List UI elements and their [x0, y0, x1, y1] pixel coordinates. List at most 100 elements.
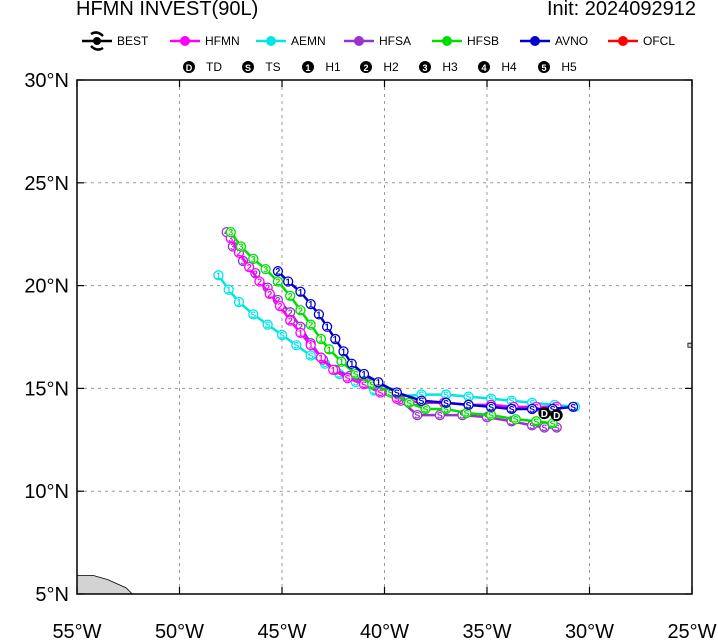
track-point — [248, 309, 259, 320]
x-tick-label: 35°W — [462, 621, 511, 641]
track-point-label: S — [541, 423, 547, 433]
intensity-label: H5 — [561, 60, 577, 74]
track-point-label: S — [488, 411, 494, 421]
track-point — [244, 261, 255, 273]
track-point-label: S — [418, 390, 424, 400]
track-point-label: S — [509, 404, 515, 414]
track-point-label: S — [361, 380, 367, 390]
track-point-label: S — [394, 394, 400, 404]
legend-item-ofcl: OFCL — [608, 34, 675, 48]
y-tick-label: 30°N — [24, 70, 69, 92]
x-tick-label: 45°W — [257, 621, 306, 641]
track-point — [391, 387, 402, 398]
track-point — [338, 346, 349, 357]
legend-label: HFSB — [467, 34, 499, 48]
y-tick-label: 25°N — [24, 173, 69, 195]
track-point-label: 2 — [308, 320, 313, 330]
legend-marker — [442, 36, 452, 46]
intensity-label: H3 — [442, 60, 458, 74]
legend-intensity-h1: 1 H1 — [302, 60, 341, 74]
track-point-label: 1 — [298, 287, 303, 297]
axes: 55°W 50°W 45°W 40°W 35°W 30°W 25°W 5°N 10°N 15°N 2… — [24, 70, 716, 641]
intensity-symbol-label: 2 — [363, 63, 368, 73]
track-point — [295, 286, 306, 297]
hurricane-icon — [90, 31, 104, 51]
track-point-label: S — [437, 411, 443, 421]
track-point-label: S — [353, 378, 359, 388]
legend-item-hfmn: HFMN — [170, 34, 240, 48]
track-point-label: 1 — [327, 345, 332, 355]
track-line-hfmn — [229, 237, 557, 409]
track-point-label: 1 — [325, 322, 330, 332]
legend-label: AVNO — [555, 34, 588, 48]
track-point-label: 2 — [275, 295, 280, 305]
intensity-symbol-label: 1 — [305, 63, 310, 73]
track-point-label: S — [265, 320, 271, 330]
track-point — [434, 409, 446, 421]
track-point — [567, 401, 579, 413]
track-point — [285, 290, 296, 302]
track-point — [225, 226, 236, 238]
track-point — [295, 327, 306, 339]
legend-item-aemn: AEMN — [256, 34, 326, 48]
track-hfmn: SSSSSSSSSSS11112222223 — [225, 233, 562, 412]
track-point-label: 1 — [341, 347, 346, 357]
legend-label: OFCL — [643, 34, 675, 48]
track-point — [358, 368, 370, 380]
track-point — [346, 358, 357, 369]
track-point-label: S — [418, 396, 424, 406]
track-point-label: S — [279, 330, 285, 340]
intensity-symbol — [538, 61, 550, 73]
track-point-label: 2 — [257, 277, 262, 287]
track-point — [254, 276, 265, 287]
y-tick-label: 5°N — [35, 584, 69, 606]
track-point-label: S — [463, 409, 469, 419]
legend-item-best: BEST — [82, 31, 149, 51]
best-marker-label: D — [541, 409, 548, 420]
track-point — [305, 350, 316, 361]
x-tick-label: 55°W — [52, 621, 101, 641]
track-point-label: 3 — [241, 256, 246, 266]
intensity-label: TD — [206, 60, 222, 74]
track-point-label: S — [414, 411, 420, 421]
track-point — [420, 403, 431, 415]
track-point — [506, 403, 517, 415]
track-point-label: 1 — [318, 335, 323, 345]
legend: BEST HFMN AEMN HFSA HFSB AVNO OFCL D TD S TS 1 H1 2 H2… — [82, 31, 675, 74]
legend-item-hfsa: HFSA — [344, 34, 411, 48]
track-point-label: 1 — [316, 310, 321, 320]
track-point — [440, 397, 452, 408]
intensity-label: H4 — [501, 60, 517, 74]
plot-area: SSSSSSSSSSSSSSSSSS111SSSSSSSSSSSS1122222… — [76, 79, 693, 595]
track-point-label: S — [406, 398, 412, 408]
hurricane-icon-center — [93, 37, 101, 45]
legend-intensity-td: D TD — [183, 60, 222, 74]
legend-marker — [530, 36, 540, 46]
track-point — [272, 266, 284, 277]
track-point-label: S — [550, 404, 556, 414]
track-point-label: 1 — [331, 365, 336, 375]
track-point-label: 1 — [216, 271, 221, 281]
legend-item-hfsb: HFSB — [432, 34, 499, 48]
legend-intensity-h3: 3 H3 — [419, 60, 458, 74]
track-point — [526, 403, 538, 415]
track-point-label: 3 — [251, 254, 256, 264]
track-point — [285, 315, 296, 326]
track-point-label: 1 — [361, 370, 366, 380]
track-point — [313, 309, 325, 320]
track-point — [282, 276, 294, 287]
legend-intensity-ts: S TS — [242, 60, 281, 74]
track-point — [336, 356, 347, 367]
track-point — [235, 241, 247, 252]
track-point-label: 1 — [333, 335, 338, 345]
legend-marker — [180, 36, 190, 46]
track-point-label: S — [529, 421, 535, 431]
track-point-label: S — [369, 380, 375, 390]
x-tick-label: 25°W — [667, 621, 716, 641]
intensity-symbol-label: 5 — [541, 63, 546, 73]
track-point — [291, 340, 302, 351]
track-point-label: 2 — [277, 302, 282, 312]
track-point-label: 1 — [308, 341, 313, 351]
legend-intensity-h4: 4 H4 — [478, 60, 517, 74]
